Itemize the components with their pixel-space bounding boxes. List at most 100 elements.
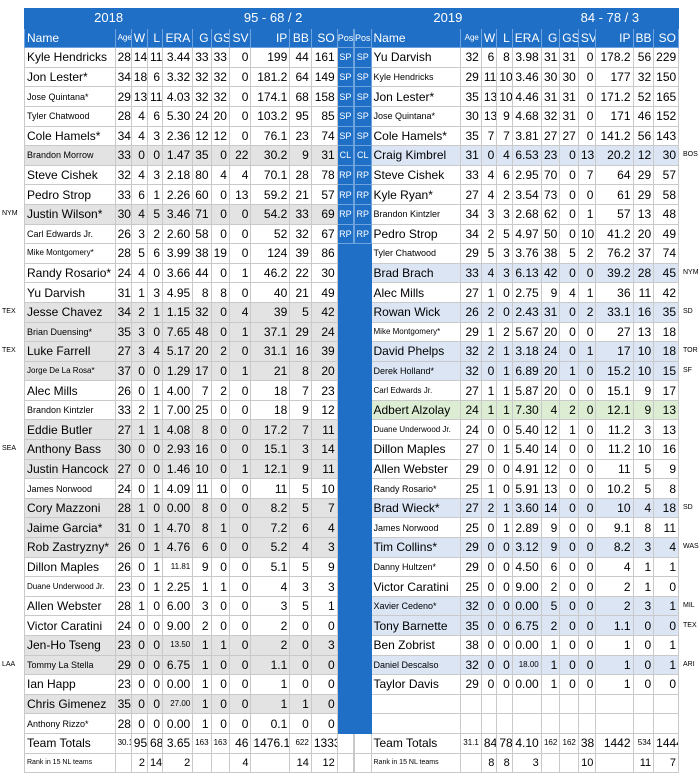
team-note: WAS <box>683 543 699 551</box>
rank-l: 8 <box>496 752 513 773</box>
stat-era: 4.95 <box>162 282 194 303</box>
position-cell: SP <box>336 125 355 147</box>
position-cell: CL <box>354 145 372 166</box>
player-name: Randy Rosario* <box>24 262 116 284</box>
stat-so: 67 <box>310 223 338 245</box>
position-cell <box>354 341 372 362</box>
stat-bb: 9 <box>289 458 312 480</box>
stat-bb: 12 <box>632 145 655 166</box>
stat-bb: 29 <box>289 321 312 343</box>
stat-so: 42 <box>310 301 338 323</box>
stat-bb: 68 <box>289 86 312 107</box>
stat-bb: 0 <box>289 615 312 636</box>
stat-age <box>460 713 482 734</box>
position-cell <box>354 458 372 480</box>
stat-era: 1.15 <box>162 301 194 323</box>
table-row: Tyler Chatwood 28 4 6 5.30 24 20 0 103.2 95 85 SP <box>24 105 355 127</box>
stat-l: 1 <box>496 399 513 421</box>
stat-age: 32 <box>460 654 482 676</box>
table-row: RP Steve Cishek 33 4 6 2.95 70 0 7 64 29 57 <box>354 164 679 186</box>
player-name: James Norwood <box>24 478 116 499</box>
stat-sv: 0 <box>577 360 597 382</box>
stat-so: 143 <box>653 125 679 147</box>
column-header-sv: SV <box>228 27 252 49</box>
stat-l: 1 <box>146 556 164 578</box>
stat-l: 0 <box>146 321 164 343</box>
stat-w: 4 <box>130 125 148 147</box>
stat-so: 85 <box>310 105 338 127</box>
stat-era: 1.46 <box>162 458 194 480</box>
stat-so: 86 <box>310 243 338 264</box>
stat-g: 20 <box>192 341 212 362</box>
totals-label: Team Totals <box>24 732 116 754</box>
stat-era: 0.00 <box>511 595 542 617</box>
stat-bb: 9 <box>289 399 312 421</box>
team-totals-row: Team Totals30.195683.65163163461476.1622… <box>24 732 355 754</box>
stat-age: 35 <box>460 615 482 636</box>
stat-w: 0 <box>130 439 148 460</box>
table-row: SP Kyle Hendricks 29 11 10 3.46 30 30 0 177 32 150 <box>354 66 679 88</box>
stat-l: 1 <box>146 478 164 499</box>
team-note: LAA <box>2 660 16 668</box>
player-name: Luke Farrell <box>24 341 116 362</box>
stat-g: 2 <box>540 576 561 597</box>
stat-age: 29 <box>460 243 482 264</box>
stat-g: 20 <box>540 380 561 401</box>
stat-gs: 1 <box>559 360 579 382</box>
stat-w: 1 <box>480 478 498 499</box>
player-name: Rowan Wick <box>370 301 462 323</box>
rank-g <box>540 752 561 773</box>
stat-sv: 0 <box>577 654 597 676</box>
stat-so: 1 <box>310 595 338 617</box>
team-note: SD <box>683 504 693 511</box>
stat-w: 0 <box>130 615 148 636</box>
stat-bb: 0 <box>632 635 655 656</box>
stat-bb: 20 <box>632 223 655 245</box>
stat-l: 3 <box>146 125 164 147</box>
stat-age: 27 <box>460 184 482 205</box>
stat-sv: 4 <box>228 164 252 186</box>
stat-era: 6.13 <box>511 262 542 284</box>
stat-age: 27 <box>460 282 482 303</box>
stat-w: 13 <box>130 86 148 107</box>
stat-bb: 5 <box>289 497 312 519</box>
stat-era <box>511 693 542 715</box>
stat-w: 1 <box>480 399 498 421</box>
stat-l: 0 <box>146 262 164 284</box>
stat-g: 9 <box>192 556 212 578</box>
stat-era: 9.00 <box>162 615 194 636</box>
stat-ip: 181.2 <box>250 66 291 88</box>
stat-bb: 64 <box>289 66 312 88</box>
stat-era: 3.98 <box>511 47 542 68</box>
stat-g: 4 <box>540 399 561 421</box>
stat-bb: 10 <box>632 341 655 362</box>
stat-bb: 44 <box>289 47 312 68</box>
stat-bb: 11 <box>632 282 655 303</box>
stat-gs: 0 <box>559 164 579 186</box>
stat-age: 27 <box>460 439 482 460</box>
stat-l: 1 <box>146 576 164 597</box>
player-name: Pedro Strop <box>24 184 116 205</box>
position-cell: SP <box>354 86 372 107</box>
table-row: CL Craig Kimbrel 31 0 4 6.53 23 0 13 20.2 12 30 <box>354 145 679 166</box>
stat-sv: 0 <box>577 66 597 88</box>
stat-gs: 0 <box>559 203 579 225</box>
stat-age: 33 <box>114 145 132 166</box>
stat-ip: 36 <box>595 282 634 303</box>
table-row: Daniel Descalso 32 0 0 18.00 1 0 0 1 0 1 <box>354 654 679 676</box>
stat-so: 74 <box>310 125 338 147</box>
position-cell <box>354 262 372 284</box>
stat-bb: 0 <box>632 654 655 676</box>
rank-era: 2 <box>162 752 194 773</box>
stat-sv <box>577 693 597 715</box>
table-row: David Phelps 32 2 1 3.18 24 0 1 17 10 18 <box>354 341 679 362</box>
stat-sv: 0 <box>228 517 252 539</box>
stat-age: 24 <box>460 399 482 421</box>
stat-sv: 0 <box>228 125 252 147</box>
position-cell <box>336 439 355 460</box>
team-note: ARI <box>683 660 695 668</box>
stat-l: 0 <box>496 282 513 303</box>
player-name: Cole Hamels* <box>370 125 462 147</box>
stat-age: 27 <box>460 497 482 519</box>
player-name: Xavier Cedeno* <box>370 595 462 617</box>
